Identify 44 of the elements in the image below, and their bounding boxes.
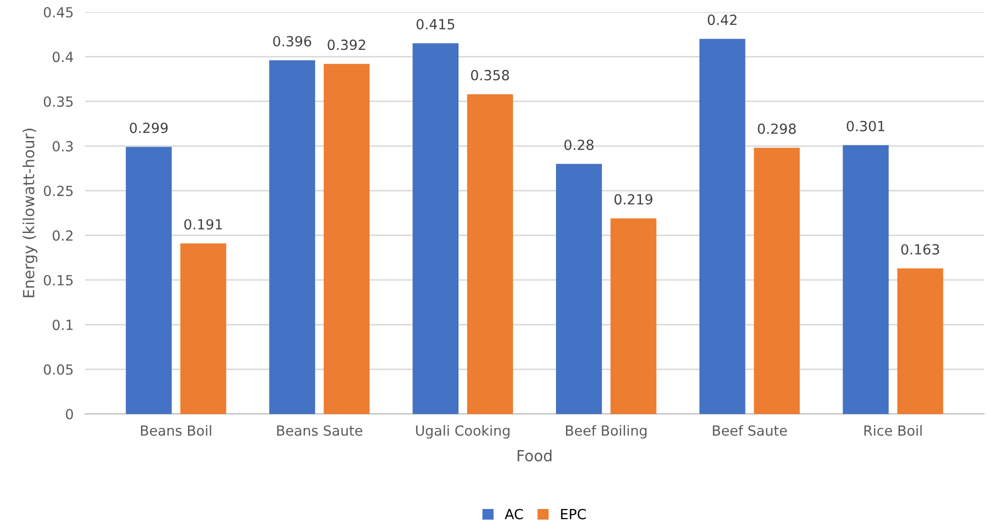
x-tick-label: Ugali Cooking — [416, 425, 510, 439]
bar — [754, 148, 800, 414]
data-label: 0.396 — [273, 36, 312, 46]
bar — [610, 218, 656, 414]
bar — [324, 64, 370, 414]
bar — [126, 146, 172, 414]
data-label: 0.358 — [471, 70, 509, 80]
y-tick-label: 0.45 — [44, 7, 73, 18]
y-tick-label: 0.4 — [52, 52, 74, 62]
x-tick-label: Beans Saute — [277, 425, 362, 436]
data-label: 0.299 — [130, 122, 168, 134]
y-axis-title: Energy (kilowatt-hour) — [22, 128, 38, 298]
y-tick-label: 0.25 — [44, 186, 73, 196]
data-label: 0.298 — [758, 124, 796, 134]
bar — [180, 243, 226, 414]
y-tick-label: 0.2 — [52, 230, 72, 241]
bar — [897, 268, 944, 414]
y-tick-label: 0.3 — [52, 140, 73, 152]
y-tick-label: 0.1 — [52, 320, 73, 330]
legend-label: EPC — [561, 508, 586, 520]
y-tick-label: 0.35 — [44, 96, 73, 107]
data-label: 0.219 — [614, 194, 652, 205]
data-label: 0.42 — [708, 14, 736, 26]
bar — [842, 145, 889, 414]
bar — [556, 164, 602, 414]
y-tick-label: 0.05 — [44, 364, 73, 375]
bar — [412, 43, 459, 414]
y-tick-label: 0.15 — [44, 274, 73, 286]
y-tick-label: 0 — [66, 408, 73, 420]
x-tick-label: Beans Boil — [140, 425, 212, 436]
x-tick-label: Beef Boiling — [566, 425, 647, 439]
data-label: 0.28 — [564, 140, 594, 150]
bar — [699, 38, 746, 414]
bar — [467, 94, 513, 414]
x-tick-label: Beef Saute — [712, 425, 787, 436]
bar — [269, 60, 316, 414]
x-axis-title: Food — [518, 450, 552, 462]
x-tick-label: Rice Boil — [864, 425, 922, 436]
data-label: 0.301 — [846, 120, 884, 132]
data-label: 0.163 — [901, 244, 940, 255]
data-label: 0.191 — [184, 219, 222, 230]
legend-label: AC — [504, 508, 523, 520]
data-label: 0.392 — [328, 40, 366, 50]
data-label: 0.415 — [416, 19, 454, 30]
